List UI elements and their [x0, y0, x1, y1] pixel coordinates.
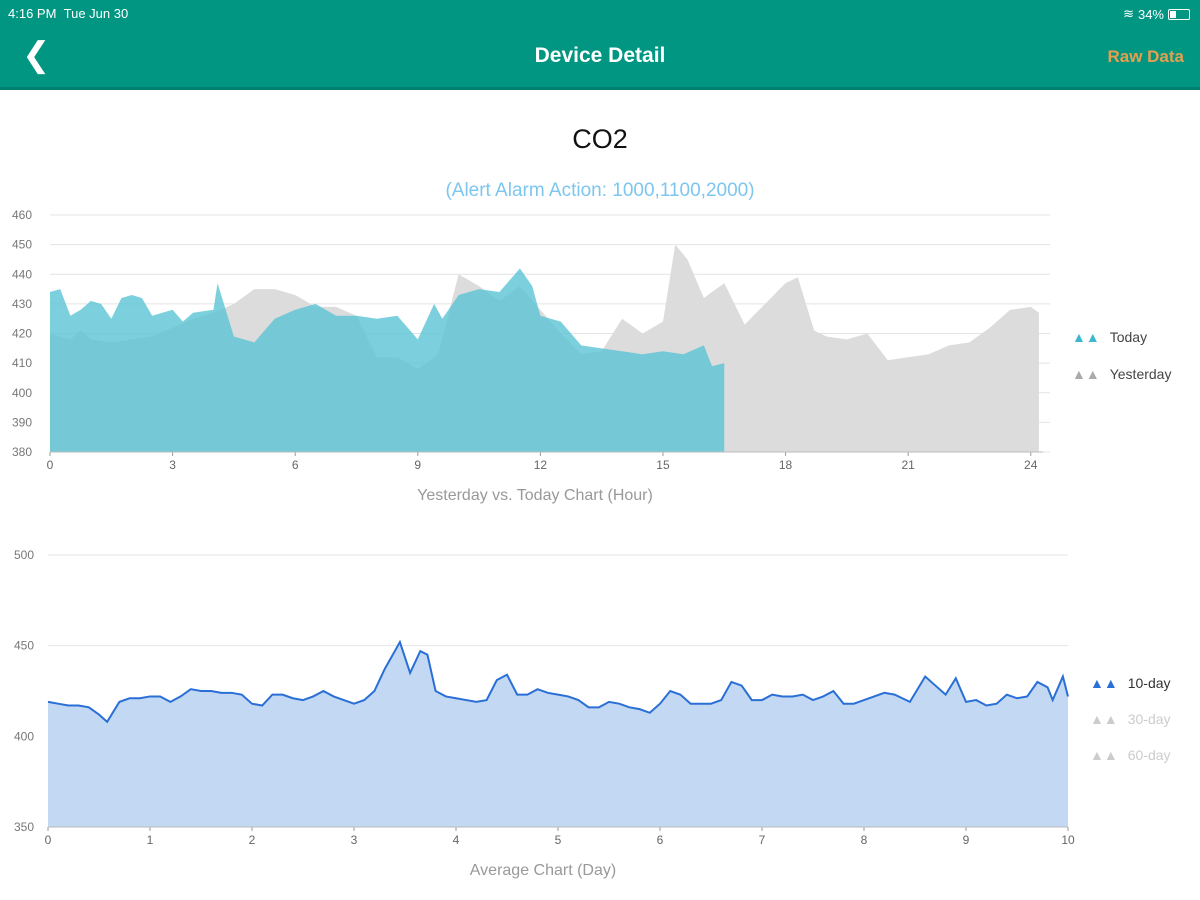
- y-tick-label: 440: [12, 267, 32, 281]
- area-chart-icon: ▲▲: [1072, 329, 1100, 345]
- page-title: Device Detail: [534, 44, 666, 67]
- legend-10-day[interactable]: ▲▲ 10-day: [1090, 675, 1171, 691]
- x-tick-label: 7: [759, 833, 766, 847]
- x-tick-label: 2: [249, 833, 256, 847]
- y-tick-label: 380: [12, 445, 32, 459]
- status-right: ≋ 34%: [1123, 6, 1190, 22]
- x-tick-label: 9: [414, 458, 421, 472]
- legend-label: 30-day: [1127, 711, 1171, 727]
- legend-label: Yesterday: [1109, 366, 1172, 382]
- x-tick-label: 24: [1024, 458, 1038, 472]
- legend-60-day[interactable]: ▲▲ 60-day: [1090, 747, 1171, 763]
- x-tick-label: 21: [901, 458, 915, 472]
- legend-label: Today: [1109, 329, 1148, 345]
- y-tick-label: 350: [14, 820, 34, 834]
- wifi-icon: ≋: [1123, 6, 1134, 21]
- y-tick-label: 400: [12, 386, 32, 400]
- x-tick-label: 5: [555, 833, 562, 847]
- x-axis-title: Average Chart (Day): [470, 862, 616, 879]
- x-tick-label: 9: [963, 833, 970, 847]
- x-tick-label: 12: [534, 458, 548, 472]
- area-chart-icon: ▲▲: [1090, 747, 1118, 763]
- y-tick-label: 420: [12, 327, 32, 341]
- y-tick-label: 390: [12, 415, 32, 429]
- y-tick-label: 450: [12, 238, 32, 252]
- back-button[interactable]: ❮: [22, 38, 51, 72]
- y-tick-label: 430: [12, 297, 32, 311]
- x-tick-label: 15: [656, 458, 670, 472]
- y-tick-label: 410: [12, 356, 32, 370]
- status-time-date: 4:16 PM Tue Jun 30: [8, 6, 128, 21]
- status-time: 4:16 PM: [8, 6, 57, 21]
- metric-title: CO2: [572, 124, 628, 154]
- area-10-day: [48, 642, 1068, 827]
- x-tick-label: 6: [657, 833, 664, 847]
- x-tick-label: 0: [47, 458, 54, 472]
- battery-icon: [1168, 8, 1190, 20]
- y-tick-label: 500: [14, 548, 34, 562]
- x-tick-label: 3: [169, 458, 176, 472]
- y-tick-label: 460: [12, 208, 32, 222]
- battery-percent: 34%: [1137, 6, 1164, 22]
- area-chart-icon: ▲▲: [1072, 366, 1100, 382]
- area-today: [50, 268, 725, 452]
- x-tick-label: 6: [292, 458, 299, 472]
- legend-label: 60-day: [1127, 747, 1171, 763]
- x-tick-label: 1: [147, 833, 154, 847]
- raw-data-button[interactable]: Raw Data: [1107, 47, 1184, 66]
- chevron-left-icon: ❮: [22, 36, 51, 74]
- legend-yesterday[interactable]: ▲▲ Yesterday: [1072, 366, 1171, 382]
- y-tick-label: 400: [14, 729, 34, 743]
- x-axis-title: Yesterday vs. Today Chart (Hour): [417, 487, 653, 504]
- legend-label: 10-day: [1127, 675, 1171, 691]
- x-tick-label: 4: [453, 833, 460, 847]
- alert-thresholds: (Alert Alarm Action: 1000,1100,2000): [445, 180, 755, 201]
- y-tick-label: 450: [14, 639, 34, 653]
- x-tick-label: 0: [45, 833, 52, 847]
- status-date: Tue Jun 30: [63, 6, 129, 21]
- legend-30-day[interactable]: ▲▲ 30-day: [1090, 711, 1171, 727]
- legend-today[interactable]: ▲▲ Today: [1072, 329, 1147, 345]
- nav-bar: 4:16 PM Tue Jun 30 ≋ 34% ❮ Device Detail…: [0, 0, 1200, 90]
- x-tick-label: 3: [351, 833, 358, 847]
- area-chart-icon: ▲▲: [1090, 711, 1118, 727]
- area-chart-icon: ▲▲: [1090, 675, 1118, 691]
- line-10-day: [47, 639, 1069, 724]
- x-tick-label: 10: [1061, 833, 1075, 847]
- x-tick-label: 18: [779, 458, 793, 472]
- x-tick-label: 8: [861, 833, 868, 847]
